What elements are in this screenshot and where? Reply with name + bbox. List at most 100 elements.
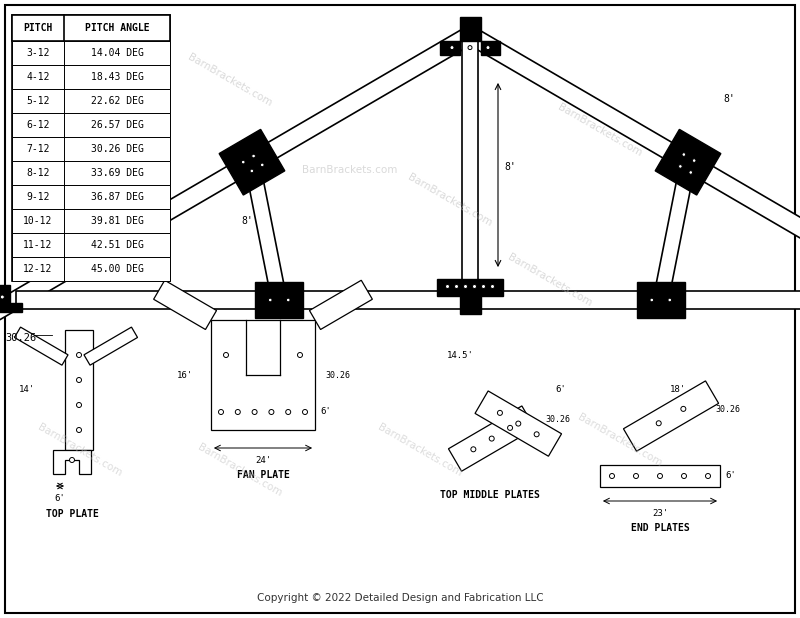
Circle shape bbox=[77, 428, 82, 433]
Circle shape bbox=[223, 352, 229, 357]
Circle shape bbox=[634, 473, 638, 478]
Circle shape bbox=[77, 402, 82, 407]
Circle shape bbox=[486, 46, 490, 49]
Polygon shape bbox=[0, 27, 474, 336]
Circle shape bbox=[70, 457, 74, 462]
Text: 14.04 DEG: 14.04 DEG bbox=[90, 48, 143, 58]
Circle shape bbox=[692, 159, 696, 163]
Bar bbox=[12, 257, 170, 281]
Polygon shape bbox=[475, 391, 562, 456]
Text: END PLATES: END PLATES bbox=[630, 523, 690, 533]
Text: 4-12: 4-12 bbox=[26, 72, 50, 82]
Polygon shape bbox=[53, 450, 91, 474]
Text: 12-12: 12-12 bbox=[23, 264, 53, 274]
Text: 5-12: 5-12 bbox=[26, 96, 50, 106]
Text: 18.43 DEG: 18.43 DEG bbox=[90, 72, 143, 82]
Text: TOP MIDDLE PLATES: TOP MIDDLE PLATES bbox=[440, 490, 540, 500]
Text: PITCH ANGLE: PITCH ANGLE bbox=[85, 23, 150, 33]
Text: PITCH: PITCH bbox=[23, 23, 53, 33]
Circle shape bbox=[682, 473, 686, 478]
Text: 33.69 DEG: 33.69 DEG bbox=[90, 168, 143, 178]
Circle shape bbox=[235, 410, 240, 415]
Circle shape bbox=[252, 154, 255, 158]
Bar bbox=[12, 233, 170, 257]
Polygon shape bbox=[655, 129, 721, 195]
Bar bbox=[12, 15, 170, 281]
Text: 24': 24' bbox=[255, 456, 271, 465]
Text: 6': 6' bbox=[555, 386, 566, 394]
Circle shape bbox=[302, 410, 307, 415]
Text: 42.51 DEG: 42.51 DEG bbox=[90, 240, 143, 250]
Text: 10-12: 10-12 bbox=[23, 216, 53, 226]
Circle shape bbox=[678, 164, 682, 168]
Text: BarnBrackets.com: BarnBrackets.com bbox=[406, 172, 494, 228]
Circle shape bbox=[473, 284, 477, 289]
Polygon shape bbox=[154, 281, 217, 329]
Circle shape bbox=[658, 473, 662, 478]
Text: BarnBrackets.com: BarnBrackets.com bbox=[196, 442, 284, 498]
Polygon shape bbox=[654, 161, 695, 302]
Text: 11-12: 11-12 bbox=[23, 240, 53, 250]
Polygon shape bbox=[211, 320, 315, 430]
Text: 14.5': 14.5' bbox=[446, 350, 474, 360]
Polygon shape bbox=[310, 281, 372, 329]
Polygon shape bbox=[600, 465, 720, 487]
Polygon shape bbox=[623, 381, 718, 451]
Circle shape bbox=[650, 298, 654, 302]
Polygon shape bbox=[466, 27, 800, 336]
Circle shape bbox=[298, 352, 302, 357]
Circle shape bbox=[269, 410, 274, 415]
Text: BarnBrackets.com: BarnBrackets.com bbox=[556, 102, 644, 158]
Circle shape bbox=[250, 169, 254, 173]
Polygon shape bbox=[449, 406, 535, 472]
Text: BarnBrackets.com: BarnBrackets.com bbox=[36, 422, 124, 478]
Text: 18': 18' bbox=[670, 386, 686, 394]
Polygon shape bbox=[245, 161, 286, 302]
Text: 23': 23' bbox=[652, 509, 668, 518]
Circle shape bbox=[706, 473, 710, 478]
Text: 3-12: 3-12 bbox=[26, 48, 50, 58]
Bar bbox=[12, 15, 170, 41]
Bar bbox=[12, 65, 170, 89]
Polygon shape bbox=[437, 279, 503, 313]
Text: 8': 8' bbox=[723, 93, 734, 104]
Circle shape bbox=[252, 410, 257, 415]
Circle shape bbox=[689, 171, 693, 174]
Circle shape bbox=[490, 284, 494, 289]
Text: 7-12: 7-12 bbox=[26, 144, 50, 154]
Text: 39.81 DEG: 39.81 DEG bbox=[90, 216, 143, 226]
Text: 6': 6' bbox=[320, 407, 330, 417]
Text: FAN PLATE: FAN PLATE bbox=[237, 470, 290, 480]
Text: 8': 8' bbox=[504, 163, 516, 172]
Text: TOP PLATE: TOP PLATE bbox=[46, 509, 98, 519]
Circle shape bbox=[454, 284, 458, 289]
Text: Copyright © 2022 Detailed Design and Fabrication LLC: Copyright © 2022 Detailed Design and Fab… bbox=[257, 593, 543, 603]
Circle shape bbox=[0, 295, 4, 299]
Circle shape bbox=[681, 407, 686, 412]
Circle shape bbox=[450, 46, 454, 49]
Bar bbox=[12, 89, 170, 113]
Text: BarnBrackets.com: BarnBrackets.com bbox=[302, 165, 398, 175]
Polygon shape bbox=[440, 17, 500, 55]
Text: 8': 8' bbox=[242, 216, 254, 226]
Polygon shape bbox=[14, 327, 68, 365]
Circle shape bbox=[463, 284, 467, 289]
Circle shape bbox=[218, 410, 223, 415]
Bar bbox=[12, 41, 170, 65]
Text: 6': 6' bbox=[725, 472, 736, 481]
Text: 6-12: 6-12 bbox=[26, 120, 50, 130]
Text: 14': 14' bbox=[19, 386, 35, 394]
Text: BarnBrackets.com: BarnBrackets.com bbox=[186, 52, 274, 108]
Text: BarnBrackets.com: BarnBrackets.com bbox=[376, 422, 464, 478]
Circle shape bbox=[261, 163, 264, 167]
Circle shape bbox=[468, 46, 472, 49]
Circle shape bbox=[516, 421, 521, 426]
Text: 30.26: 30.26 bbox=[715, 405, 740, 415]
Text: 30.26: 30.26 bbox=[545, 415, 570, 425]
Text: 8-12: 8-12 bbox=[26, 168, 50, 178]
Text: 9-12: 9-12 bbox=[26, 192, 50, 202]
Text: 6': 6' bbox=[54, 494, 66, 503]
Circle shape bbox=[668, 298, 671, 302]
Circle shape bbox=[507, 425, 513, 430]
Text: 36.87 DEG: 36.87 DEG bbox=[90, 192, 143, 202]
